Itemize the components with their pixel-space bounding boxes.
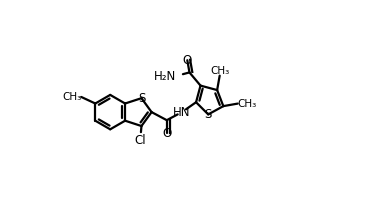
Text: CH₃: CH₃: [62, 92, 81, 102]
Text: S: S: [138, 92, 145, 105]
Text: HN: HN: [173, 106, 191, 119]
Text: CH₃: CH₃: [210, 66, 229, 76]
Text: S: S: [205, 108, 212, 121]
Text: CH₃: CH₃: [238, 99, 257, 109]
Text: Cl: Cl: [134, 134, 146, 147]
Text: H₂N: H₂N: [154, 69, 176, 83]
Text: O: O: [183, 54, 192, 67]
Text: O: O: [162, 127, 171, 140]
